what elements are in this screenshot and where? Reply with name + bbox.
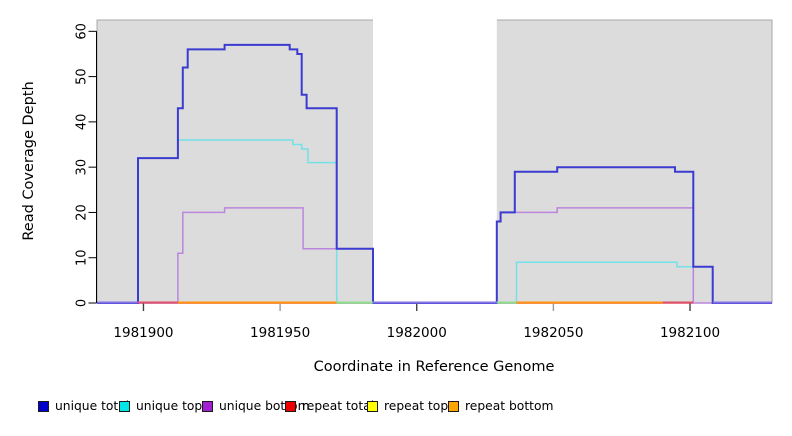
x-tick-label-1981900: 1981900: [113, 325, 173, 341]
x-axis-title: Coordinate in Reference Genome: [314, 359, 555, 375]
y-tick-label-0: 0: [75, 299, 90, 307]
x-tick-label-1982100: 1982100: [660, 325, 720, 341]
series-line-unique-total: [97, 43, 772, 304]
y-tick-label-30: 30: [75, 159, 90, 176]
y-tick-label-20: 20: [75, 204, 90, 221]
y-tick-label-60: 60: [75, 23, 90, 40]
y-axis-title: Read Coverage Depth: [21, 81, 37, 240]
y-tick-label-10: 10: [75, 249, 90, 266]
y-tick-label-50: 50: [75, 68, 90, 85]
highlight-band: [373, 19, 497, 304]
y-tick-label-40: 40: [75, 114, 90, 131]
x-tick-label-1981950: 1981950: [250, 325, 310, 341]
x-tick-label-1982000: 1982000: [387, 325, 447, 341]
x-tick-label-1982050: 1982050: [523, 325, 583, 341]
